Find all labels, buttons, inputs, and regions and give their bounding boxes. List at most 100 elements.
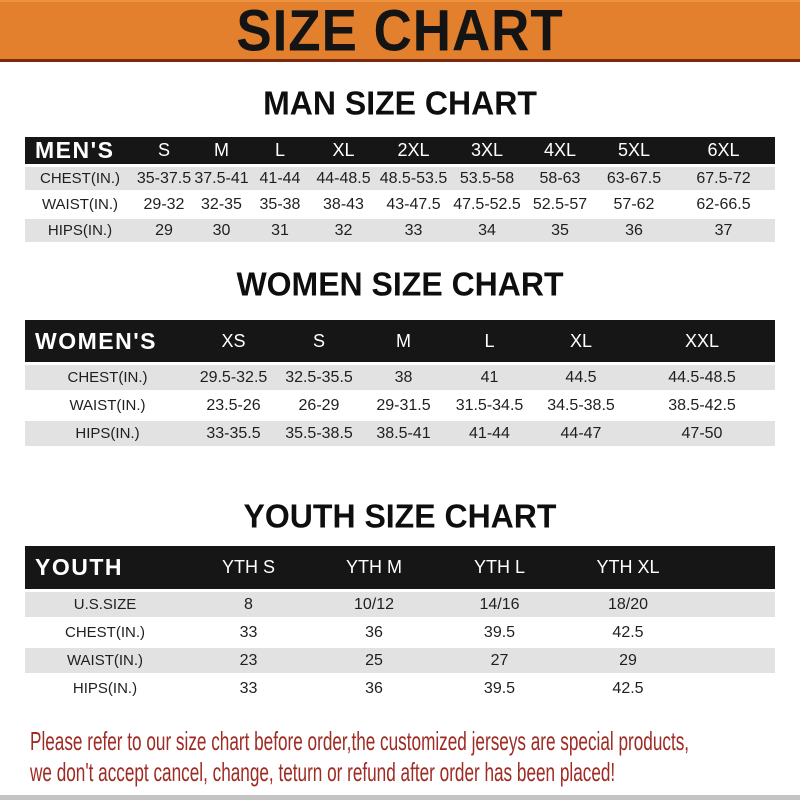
section-men: MAN SIZE CHART MEN'S S M L XL 2XL 3XL 4XL 5XL 6XL… [0, 84, 800, 245]
size-column-header: S [135, 137, 193, 164]
size-value-cell: 32.5-35.5 [277, 365, 361, 390]
size-value-cell: 31.5-34.5 [446, 393, 533, 418]
table-header-row: WOMEN'S XS S M L XL XXL [25, 320, 775, 362]
table-row: HIPS(IN.) 33 36 39.5 42.5 [25, 676, 775, 701]
size-value-cell: 29-31.5 [361, 393, 446, 418]
size-value-cell: 52.5-57 [524, 193, 596, 216]
size-value-cell: 29 [563, 648, 693, 673]
table-row: HIPS(IN.) 29 30 31 32 33 34 35 36 37 [25, 219, 775, 242]
table-header-row: YOUTH YTH S YTH M YTH L YTH XL [25, 546, 775, 589]
header-filler-cell [693, 546, 775, 589]
size-value-cell: 8 [185, 592, 312, 617]
size-value-cell: 29-32 [135, 193, 193, 216]
table-row: CHEST(IN.) 29.5-32.5 32.5-35.5 38 41 44.5 44.5… [25, 365, 775, 390]
row-label: CHEST(IN.) [25, 167, 135, 190]
size-column-header: 5XL [596, 137, 672, 164]
row-label: WAIST(IN.) [25, 648, 185, 673]
size-value-cell: 62-66.5 [672, 193, 775, 216]
table-corner-label: YOUTH [25, 546, 185, 589]
row-label: WAIST(IN.) [25, 193, 135, 216]
row-label: CHEST(IN.) [25, 620, 185, 645]
row-label: U.S.SIZE [25, 592, 185, 617]
banner: SIZE CHART [0, 0, 800, 62]
size-value-cell: 41-44 [250, 167, 310, 190]
youth-section-title: YOUTH SIZE CHART [243, 497, 557, 535]
size-value-cell: 36 [312, 620, 436, 645]
size-column-header: M [361, 320, 446, 362]
size-value-cell: 38.5-41 [361, 421, 446, 446]
size-column-header: 4XL [524, 137, 596, 164]
size-value-cell: 41-44 [446, 421, 533, 446]
size-value-cell: 44.5-48.5 [629, 365, 775, 390]
row-label: WAIST(IN.) [25, 393, 190, 418]
size-column-header: XL [533, 320, 629, 362]
size-value-cell: 29.5-32.5 [190, 365, 277, 390]
youth-size-table: YOUTH YTH S YTH M YTH L YTH XL U.S.SIZE 8 10/12… [25, 543, 775, 704]
charts-area: MAN SIZE CHART MEN'S S M L XL 2XL 3XL 4XL 5XL 6XL… [0, 84, 800, 704]
section-youth: YOUTH SIZE CHART YOUTH YTH S YTH M YTH L YTH… [0, 497, 800, 704]
size-value-cell: 10/12 [312, 592, 436, 617]
size-column-header: YTH L [436, 546, 563, 589]
size-value-cell: 23 [185, 648, 312, 673]
size-column-header: S [277, 320, 361, 362]
size-column-header: L [446, 320, 533, 362]
size-value-cell: 58-63 [524, 167, 596, 190]
size-value-cell: 67.5-72 [672, 167, 775, 190]
row-label: CHEST(IN.) [25, 365, 190, 390]
size-value-cell: 39.5 [436, 620, 563, 645]
size-value-cell: 33 [377, 219, 450, 242]
size-value-cell: 37 [672, 219, 775, 242]
size-value-cell: 38.5-42.5 [629, 393, 775, 418]
size-value-cell: 34 [450, 219, 524, 242]
size-value-cell: 57-62 [596, 193, 672, 216]
row-label: HIPS(IN.) [25, 219, 135, 242]
size-value-cell: 44-48.5 [310, 167, 377, 190]
disclaimer-note: Please refer to our size chart before or… [30, 726, 800, 788]
size-value-cell: 35 [524, 219, 596, 242]
size-value-cell: 38-43 [310, 193, 377, 216]
table-row: WAIST(IN.) 29-32 32-35 35-38 38-43 43-47.5 47.… [25, 193, 775, 216]
table-row: WAIST(IN.) 23 25 27 29 [25, 648, 775, 673]
size-column-header: XXL [629, 320, 775, 362]
row-filler-cell [693, 676, 775, 701]
size-value-cell: 35.5-38.5 [277, 421, 361, 446]
size-value-cell: 35-37.5 [135, 167, 193, 190]
size-value-cell: 35-38 [250, 193, 310, 216]
size-column-header: XS [190, 320, 277, 362]
section-women: WOMEN SIZE CHART WOMEN'S XS S M L XL XXL CHEST(… [0, 265, 800, 449]
size-value-cell: 39.5 [436, 676, 563, 701]
size-value-cell: 36 [312, 676, 436, 701]
size-value-cell: 34.5-38.5 [533, 393, 629, 418]
size-value-cell: 33 [185, 620, 312, 645]
row-filler-cell [693, 620, 775, 645]
size-value-cell: 47-50 [629, 421, 775, 446]
men-section-title: MAN SIZE CHART [263, 84, 537, 122]
size-column-header: M [193, 137, 250, 164]
size-value-cell: 42.5 [563, 620, 693, 645]
disclaimer-line-1: Please refer to our size chart before or… [30, 726, 690, 756]
size-column-header: 3XL [450, 137, 524, 164]
bottom-border-strip [0, 795, 800, 800]
disclaimer-line-2: we don't accept cancel, change, teturn o… [30, 757, 616, 787]
row-filler-cell [693, 592, 775, 617]
size-value-cell: 32-35 [193, 193, 250, 216]
size-value-cell: 42.5 [563, 676, 693, 701]
size-value-cell: 25 [312, 648, 436, 673]
women-section-title: WOMEN SIZE CHART [236, 265, 564, 303]
table-row: HIPS(IN.) 33-35.5 35.5-38.5 38.5-41 41-44 44-… [25, 421, 775, 446]
size-value-cell: 30 [193, 219, 250, 242]
row-filler-cell [693, 648, 775, 673]
women-size-table: WOMEN'S XS S M L XL XXL CHEST(IN.) 29.5-32.5 32.5… [25, 317, 775, 449]
size-value-cell: 53.5-58 [450, 167, 524, 190]
row-label: HIPS(IN.) [25, 676, 185, 701]
size-value-cell: 32 [310, 219, 377, 242]
page-title: SIZE CHART [236, 0, 564, 63]
size-column-header: 6XL [672, 137, 775, 164]
size-value-cell: 44.5 [533, 365, 629, 390]
size-column-header: YTH S [185, 546, 312, 589]
size-column-header: 2XL [377, 137, 450, 164]
size-value-cell: 44-47 [533, 421, 629, 446]
size-value-cell: 63-67.5 [596, 167, 672, 190]
table-header-row: MEN'S S M L XL 2XL 3XL 4XL 5XL 6XL [25, 137, 775, 164]
